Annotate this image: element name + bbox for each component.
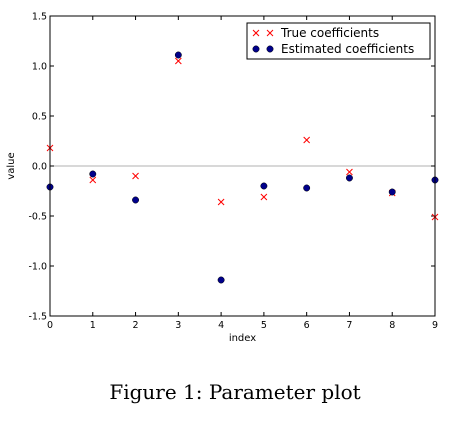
estimated-coefficient-point [303,184,311,192]
true-coefficients-series [46,57,439,221]
x-tick-label: 0 [47,320,53,331]
legend: True coefficients Estimated coefficients [246,22,431,60]
estimated-coefficient-point [260,182,268,190]
x-axis-label: index [229,333,256,344]
legend-item: True coefficients [252,26,379,40]
true-coefficient-point [217,198,225,206]
true-coefficient-point [174,57,182,65]
true-coefficient-point [89,176,97,184]
true-coefficient-point [303,136,311,144]
y-tick-label: 0.5 [32,112,47,123]
x-tick-label: 9 [432,320,438,331]
estimated-coefficients-series [46,51,439,284]
legend-item: Estimated coefficients [252,42,414,56]
x-tick-label: 8 [389,320,395,331]
x-tick-label: 6 [304,320,310,331]
y-tick-labels: 1.5 1.0 0.5 0.0 -0.5 -1.0 -1.5 [28,12,47,323]
estimated-coefficient-point [132,196,140,204]
legend-marker-x [252,29,260,37]
x-tick-label: 5 [261,320,267,331]
x-tick-labels: 0 1 2 3 4 5 6 7 8 9 [47,320,438,331]
y-tick-label: -1.0 [28,262,47,273]
estimated-coefficient-point [174,51,182,59]
x-tick-label: 1 [90,320,96,331]
y-axis-label: value [6,152,17,179]
y-tick-label: 0.0 [32,162,47,173]
true-coefficient-point [346,168,353,176]
x-tick-label: 7 [346,320,352,331]
x-tick-label: 2 [133,320,139,331]
legend-marker-x [266,29,274,37]
estimated-coefficient-point [388,188,396,196]
estimated-coefficient-point [217,276,225,284]
x-tick-label: 4 [218,320,224,331]
figure-caption: Figure 1: Parameter plot [109,380,361,404]
estimated-coefficient-point [345,174,353,182]
legend-marker-dot [252,45,260,53]
true-coefficient-point [132,172,139,180]
legend-box [246,22,431,60]
legend-label: Estimated coefficients [281,42,414,56]
y-tick-label: 1.5 [32,12,47,23]
estimated-coefficient-point [89,170,97,178]
parameter-scatter-chart: 0 1 2 3 4 5 6 7 8 9 1.5 1.0 0.5 0.0 -0.5 -1.0 -1.5 inde… [6,12,439,344]
y-tick-label: -0.5 [28,212,47,223]
x-tick-label: 3 [175,320,181,331]
legend-marker-dot [266,45,274,53]
plot-frame [49,15,436,317]
y-tick-label: 1.0 [32,62,47,73]
legend-label: True coefficients [280,26,379,40]
true-coefficient-point [260,193,268,201]
y-tick-label: -1.5 [28,312,47,323]
series-layer [46,51,439,284]
